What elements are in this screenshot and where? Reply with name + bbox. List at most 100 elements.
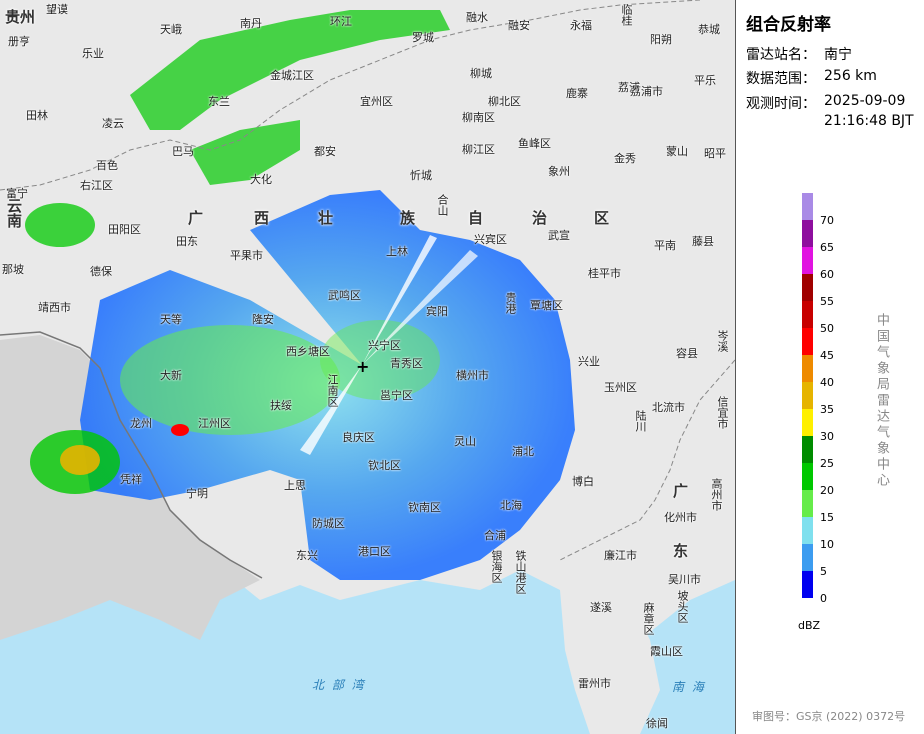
place-label: 上林	[386, 245, 408, 258]
place-label: 德保	[90, 265, 112, 278]
place-label: 天等	[160, 313, 182, 326]
echo-core-center	[320, 320, 440, 400]
place-label: 融水	[466, 11, 488, 24]
place-label: 大化	[250, 173, 272, 186]
place-label: 扶绥	[270, 399, 292, 412]
place-label: 麻章区	[642, 602, 655, 635]
place-label: 隆安	[252, 313, 274, 326]
map-canvas	[0, 0, 735, 734]
national-border	[0, 331, 263, 579]
place-label: 富宁	[6, 187, 28, 200]
place-label: 邕宁区	[380, 389, 413, 402]
color-legend	[802, 193, 813, 598]
range-label: 数据范围：	[746, 71, 816, 87]
place-label: 平南	[654, 239, 676, 252]
place-label: 北流市	[652, 401, 685, 414]
echo-band-north2	[190, 120, 300, 185]
place-label: 高州市	[710, 478, 723, 511]
place-label: 合山	[436, 194, 449, 216]
place-label: 博白	[572, 475, 594, 488]
place-label: 化州市	[664, 511, 697, 524]
place-label: 吴川市	[668, 573, 701, 586]
legend-tick-label: 50	[820, 322, 834, 335]
legend-tick-label: 15	[820, 511, 834, 524]
agency-label: 中国气象局雷达气象中心	[874, 313, 889, 489]
echo-core-west	[120, 325, 340, 435]
place-label: 雷州市	[578, 677, 611, 690]
region-label: 广	[188, 209, 204, 227]
place-label: 玉州区	[604, 381, 637, 394]
place-label: 那坡	[2, 263, 24, 276]
place-label: 荔浦	[618, 81, 640, 94]
place-label: 横州市	[456, 369, 489, 382]
place-label: 环江	[330, 15, 352, 28]
place-label: 上思	[284, 479, 306, 492]
place-label: 遂溪	[590, 601, 612, 614]
place-label: 武宣	[548, 229, 570, 242]
place-label: 罗城	[412, 31, 434, 44]
place-label: 象州	[548, 165, 570, 178]
legend-swatch	[802, 571, 813, 598]
place-label: 坡头区	[676, 590, 689, 623]
legend-swatch	[802, 328, 813, 355]
legend-tick-label: 25	[820, 457, 834, 470]
radar-map[interactable]: + 贵州 云南 广 西 壮 族 自 治 区 广 东 北 部 湾 南 海 望谟 册…	[0, 0, 735, 734]
place-label: 柳南区	[462, 111, 495, 124]
place-label: 永福	[570, 19, 592, 32]
place-label: 桂平市	[588, 267, 621, 280]
place-label: 鱼峰区	[518, 137, 551, 150]
beam-gap	[362, 250, 478, 365]
place-label: 融安	[508, 19, 530, 32]
legend-tick-label: 65	[820, 241, 834, 254]
place-label: 柳北区	[488, 95, 521, 108]
legend-swatch	[802, 544, 813, 571]
place-label: 西乡塘区	[286, 345, 330, 358]
province-border	[0, 0, 701, 191]
region-label: 西	[254, 209, 270, 227]
place-label: 忻城	[410, 169, 432, 182]
place-label: 凭祥	[120, 473, 142, 486]
place-label: 大新	[160, 369, 182, 382]
echo-core-southwest-inner	[60, 445, 100, 475]
place-label: 阳朔	[650, 33, 672, 46]
legend-swatch	[802, 409, 813, 436]
region-label: 区	[594, 209, 610, 227]
legend-tick-label: 40	[820, 376, 834, 389]
legend-tick-label: 20	[820, 484, 834, 497]
place-label: 南丹	[240, 17, 262, 30]
place-label: 钦南区	[408, 501, 441, 514]
place-label: 灵山	[454, 435, 476, 448]
place-label: 金秀	[614, 152, 636, 165]
region-label: 东	[673, 542, 689, 560]
station-label: 雷达站名：	[746, 47, 816, 63]
place-label: 容县	[676, 347, 698, 360]
legend-swatch	[802, 463, 813, 490]
place-label: 荔浦市	[630, 85, 663, 98]
place-label: 都安	[314, 145, 336, 158]
region-label: 壮	[318, 209, 334, 227]
place-label: 港口区	[358, 545, 391, 558]
place-label: 蒙山	[666, 145, 688, 158]
sea-label: 南 海	[672, 680, 706, 694]
place-label: 平果市	[230, 249, 263, 262]
place-label: 田阳区	[108, 223, 141, 236]
place-label: 贵港	[504, 292, 517, 314]
legend-swatch	[802, 274, 813, 301]
legend-tick-label: 0	[820, 592, 827, 605]
radar-station-marker[interactable]: +	[356, 357, 370, 376]
place-label: 鹿寨	[566, 87, 588, 100]
place-label: 信宜市	[716, 396, 729, 429]
place-label: 临桂	[620, 4, 633, 26]
place-label: 右江区	[80, 179, 113, 192]
place-label: 平乐	[694, 74, 716, 87]
place-label: 巴马	[172, 145, 194, 158]
place-label: 凌云	[102, 117, 124, 130]
legend-tick-label: 45	[820, 349, 834, 362]
place-label: 江州区	[198, 417, 231, 430]
place-label: 靖西市	[38, 301, 71, 314]
place-label: 合浦	[484, 529, 506, 542]
place-label: 柳城	[470, 67, 492, 80]
place-label: 宁明	[186, 487, 208, 500]
place-label: 武鸣区	[328, 289, 361, 302]
place-label: 廉江市	[604, 549, 637, 562]
